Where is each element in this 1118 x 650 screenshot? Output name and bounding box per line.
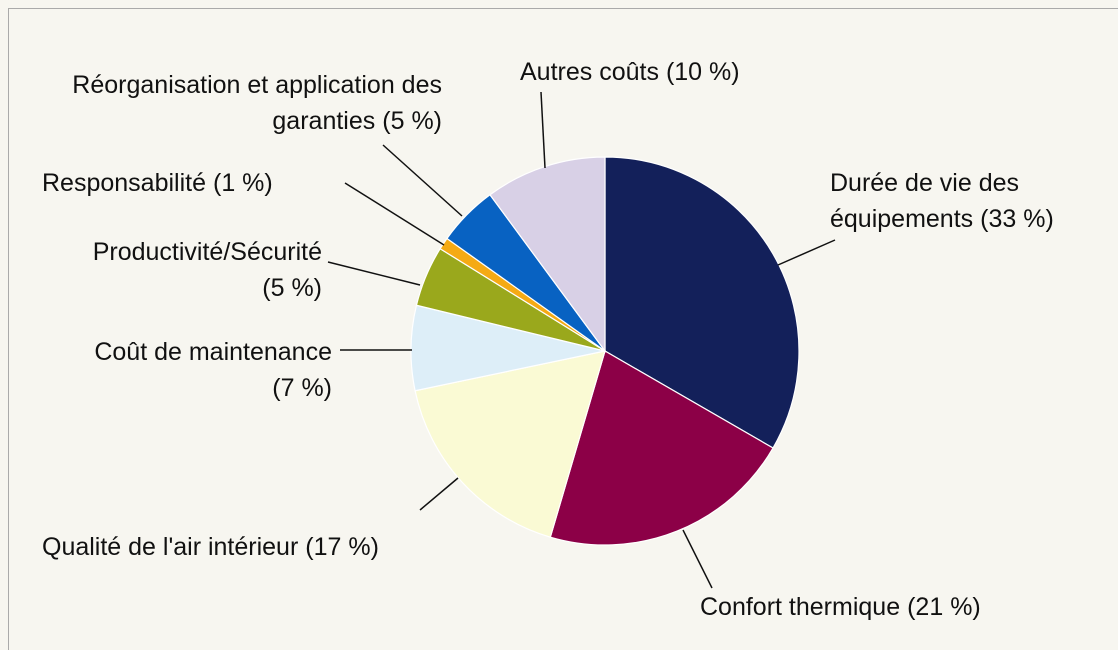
value-label: (17 %) [305,533,379,561]
slice-label: Qualité de l'air intérieur (17 %) [42,529,482,565]
slice-label: Confort thermique (21 %) [700,589,1110,625]
frame [8,8,1118,650]
slice-label: Autres coûts (10 %) [520,54,820,90]
category-label: Productivité/Sécurité [92,238,322,266]
leader-line [327,261,421,286]
category-label: Responsabilité [42,169,206,197]
slice-label: Durée de vie des équipements (33 %) [830,165,1118,237]
value-label: (1 %) [213,169,273,197]
category-label: Qualité de l'air intérieur [42,533,299,561]
pie-slice [604,156,800,449]
leader-line [682,529,713,589]
slice-label: Responsabilité (1 %) [42,165,362,201]
value-label: (33 %) [980,205,1054,233]
category-label: Réorganisation et application des garant… [72,71,442,135]
category-label: Coût de maintenance [94,338,332,366]
value-label: (5 %) [262,274,322,302]
leader-line [777,239,836,266]
value-label: (21 %) [907,593,981,621]
leader-line [382,144,463,217]
leader-line [344,182,445,246]
pie-slice [414,350,606,538]
leader-line [419,477,459,511]
slice-label: Productivité/Sécurité (5 %) [32,234,322,306]
category-label: Confort thermique [700,593,901,621]
category-label: Durée de vie des équipements [830,169,1020,233]
value-label: (10 %) [665,58,740,86]
value-label: (7 %) [272,374,332,402]
pie-slice [549,350,774,546]
category-label: Autres coûts [520,58,659,86]
slice-label: Réorganisation et application des garant… [32,67,442,139]
slice-label: Coût de maintenance (7 %) [32,334,332,406]
value-label: (5 %) [382,107,442,135]
leader-line [540,91,546,169]
